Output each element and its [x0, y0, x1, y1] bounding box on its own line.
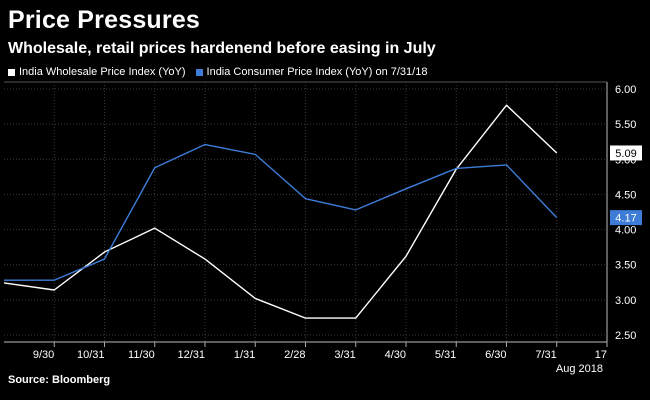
x-tick-label: 5/31	[435, 349, 456, 361]
source-note: Source: Bloomberg	[8, 374, 111, 386]
x-tick-label: 17	[595, 349, 607, 361]
last-value-label-wholesale: 5.09	[615, 148, 636, 160]
legend-item-wholesale: India Wholesale Price Index (YoY)	[8, 66, 186, 78]
x-tick-label: 6/30	[485, 349, 506, 361]
y-tick-label: 4.50	[615, 189, 636, 201]
y-tick-label: 2.50	[615, 330, 636, 342]
x-tick-label: 4/30	[385, 349, 406, 361]
y-tick-label: 6.00	[615, 84, 636, 96]
x-tick-label: 2/28	[284, 349, 305, 361]
series-line-consumer	[4, 143, 558, 281]
legend-label-wholesale: India Wholesale Price Index (YoY)	[19, 66, 186, 78]
x-axis-period-label: Aug 2018	[556, 363, 603, 375]
last-value-label-consumer: 4.17	[615, 213, 636, 225]
x-tick-label: 11/30	[128, 349, 155, 361]
legend-swatch-wholesale	[8, 68, 15, 76]
y-tick-label: 5.50	[615, 119, 636, 131]
x-tick-label: 7/31	[535, 349, 556, 361]
chart-subtitle: Wholesale, retail prices hardenend befor…	[8, 40, 436, 57]
chart-title: Price Pressures	[8, 6, 201, 34]
y-tick-label: 3.50	[615, 260, 636, 272]
legend-label-consumer: India Consumer Price Index (YoY) on 7/31…	[206, 66, 428, 78]
x-tick-label: 9/30	[33, 349, 54, 361]
y-tick-label: 4.00	[615, 225, 636, 237]
last-value-tag-consumer	[610, 210, 642, 226]
x-tick-label: 1/31	[234, 349, 255, 361]
legend-swatch-consumer	[195, 68, 203, 76]
legend: India Wholesale Price Index (YoY) India …	[8, 66, 427, 78]
x-tick-label: 3/31	[334, 349, 355, 361]
legend-item-consumer: India Consumer Price Index (YoY) on 7/31…	[195, 66, 428, 78]
y-tick-label: 3.00	[615, 295, 636, 307]
last-value-tag-wholesale	[610, 145, 642, 161]
series-line-wholesale	[3, 104, 558, 319]
x-tick-label: 12/31	[177, 349, 205, 361]
x-tick-label: 10/31	[77, 349, 105, 361]
